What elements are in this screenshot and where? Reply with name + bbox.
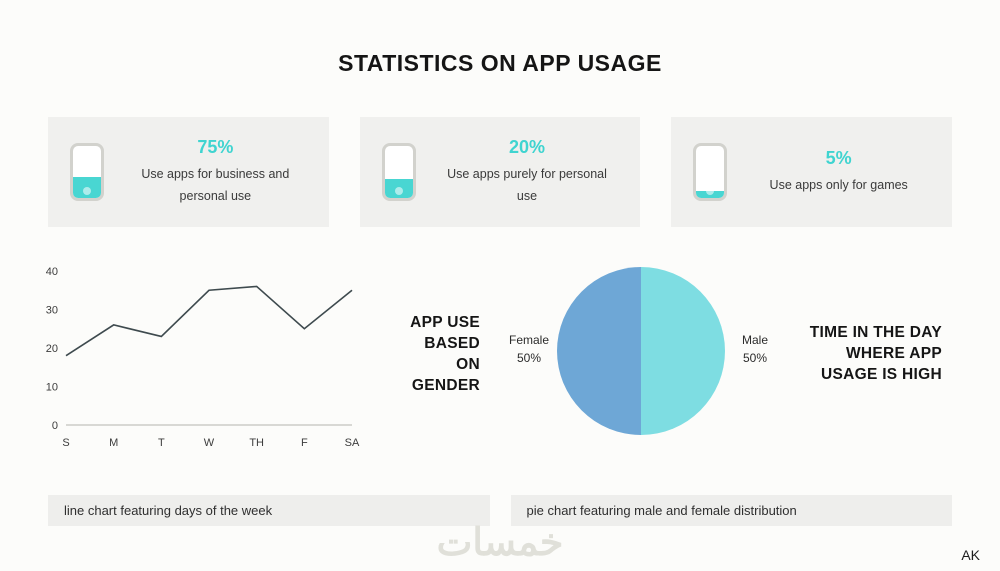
stat-percent: 75% bbox=[197, 137, 234, 158]
gender-label-line: GENDER bbox=[411, 376, 480, 394]
phone-icon bbox=[70, 143, 104, 201]
svg-text:T: T bbox=[158, 437, 165, 449]
home-button-icon bbox=[394, 187, 403, 195]
stat-percent: 20% bbox=[508, 137, 546, 158]
charts-section: 0 10 20 30 40 S M T W TH F SA APP USE BASED ON GEND… bbox=[0, 261, 1000, 479]
time-label-line: USAGE IS HIGH bbox=[820, 365, 942, 383]
svg-text:30: 30 bbox=[46, 305, 58, 317]
captions-row: line chart featuring days of the week pi… bbox=[48, 495, 952, 526]
line-chart-caption: line chart featuring days of the week bbox=[48, 495, 490, 526]
stat-card-business-personal: 75% Use apps for business and personal u… bbox=[48, 117, 329, 227]
stat-description: Use apps only for games bbox=[769, 177, 908, 192]
time-of-day-label: TIME IN THE DAY WHERE APP USAGE IS HIGH bbox=[778, 323, 942, 386]
watermark: خمسات bbox=[436, 522, 564, 564]
svg-text:10: 10 bbox=[46, 382, 58, 394]
stat-cards-row: 75% Use apps for business and personal u… bbox=[48, 117, 953, 227]
pie-label-male-pct: 50% bbox=[742, 351, 768, 365]
pie-chart-caption: pie chart featuring male and female dist… bbox=[510, 495, 952, 526]
home-button-icon bbox=[83, 187, 91, 195]
line-chart: 0 10 20 30 40 S M T W TH F SA bbox=[46, 266, 360, 449]
page-title: STATISTICS ON APP USAGE bbox=[338, 50, 662, 76]
pie-label-female-pct: 50% bbox=[516, 351, 542, 365]
credit-initials: AK bbox=[961, 547, 980, 563]
svg-text:0: 0 bbox=[52, 420, 58, 432]
stat-text: 5% Use apps only for games bbox=[747, 148, 930, 196]
pie-chart bbox=[557, 267, 725, 435]
pie-label-male: Male 50% bbox=[727, 331, 783, 367]
svg-text:S: S bbox=[62, 437, 69, 449]
stat-card-games: 5% Use apps only for games bbox=[671, 117, 953, 227]
svg-text:W: W bbox=[204, 437, 215, 449]
svg-text:SA: SA bbox=[345, 437, 360, 449]
stat-description: Use apps purely for personal use bbox=[447, 167, 607, 203]
gender-label-line: BASED bbox=[424, 334, 480, 352]
svg-text:F: F bbox=[301, 437, 308, 449]
stat-text: 20% Use apps purely for personal use bbox=[436, 137, 619, 207]
stat-percent: 5% bbox=[825, 147, 852, 168]
svg-text:40: 40 bbox=[46, 266, 58, 278]
time-label-line: WHERE APP bbox=[846, 344, 942, 362]
svg-text:M: M bbox=[109, 437, 118, 449]
pie-label-male-name: Male bbox=[741, 333, 768, 347]
pie-label-female: Female 50% bbox=[501, 331, 557, 367]
stat-description: Use apps for business and personal use bbox=[141, 167, 290, 203]
stat-text: 75% Use apps for business and personal u… bbox=[124, 137, 307, 207]
home-button-icon bbox=[706, 187, 715, 195]
svg-text:20: 20 bbox=[46, 343, 58, 355]
pie-label-female-name: Female bbox=[508, 333, 549, 347]
phone-icon bbox=[693, 143, 728, 201]
stat-card-personal: 20% Use apps purely for personal use bbox=[359, 117, 641, 227]
gender-label-line: ON bbox=[456, 355, 480, 373]
gender-label-line: APP USE bbox=[410, 314, 480, 331]
svg-text:TH: TH bbox=[249, 437, 264, 449]
time-label-line: TIME IN THE DAY bbox=[809, 324, 942, 341]
phone-icon bbox=[381, 143, 416, 201]
gender-chart-label: APP USE BASED ON GENDER bbox=[360, 313, 480, 397]
